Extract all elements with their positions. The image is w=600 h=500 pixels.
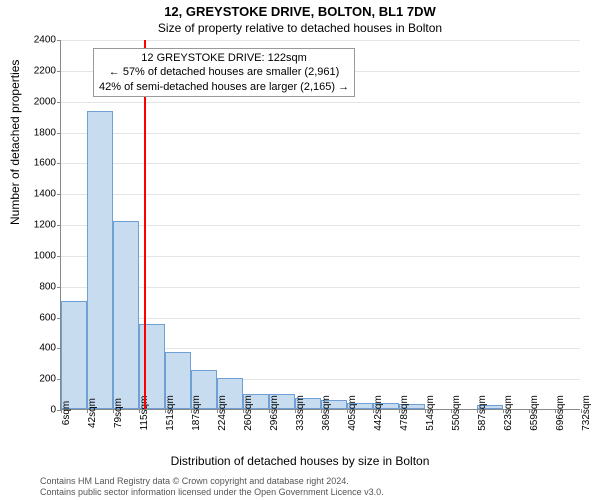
x-tick-label: 587sqm — [477, 395, 488, 431]
footer: Contains HM Land Registry data © Crown c… — [0, 476, 600, 499]
x-tick-label: 696sqm — [555, 395, 566, 431]
y-tick-label: 400 — [16, 343, 56, 354]
x-tick-label: 442sqm — [373, 395, 384, 431]
x-tick-label: 333sqm — [295, 395, 306, 431]
x-tick-label: 478sqm — [399, 395, 410, 431]
x-tick-label: 260sqm — [243, 395, 254, 431]
y-axis-label: Number of detached properties — [8, 60, 22, 225]
footer-line-2: Contains public sector information licen… — [0, 487, 600, 498]
x-tick-label: 79sqm — [113, 398, 124, 428]
x-tick-label: 42sqm — [87, 398, 98, 428]
annotation-line: ← 57% of detached houses are smaller (2,… — [99, 65, 349, 79]
x-tick-label: 550sqm — [451, 395, 462, 431]
histogram-bar — [87, 111, 113, 409]
annotation-line: 42% of semi-detached houses are larger (… — [99, 80, 349, 94]
x-tick-label: 405sqm — [347, 395, 358, 431]
x-tick-label: 6sqm — [61, 401, 72, 425]
x-tick-label: 732sqm — [581, 395, 592, 431]
y-tick-label: 800 — [16, 281, 56, 292]
x-tick-label: 659sqm — [529, 395, 540, 431]
y-tick-label: 1800 — [16, 127, 56, 138]
y-tick-label: 2000 — [16, 96, 56, 107]
x-tick-label: 187sqm — [191, 395, 202, 431]
y-tick-label: 1600 — [16, 158, 56, 169]
x-tick-label: 369sqm — [321, 395, 332, 431]
y-tick-label: 200 — [16, 374, 56, 385]
y-tick-label: 1000 — [16, 250, 56, 261]
x-axis-label: Distribution of detached houses by size … — [0, 454, 600, 468]
footer-line-1: Contains HM Land Registry data © Crown c… — [0, 476, 600, 487]
histogram-bar — [113, 221, 139, 409]
y-tick-label: 600 — [16, 312, 56, 323]
x-tick-label: 296sqm — [269, 395, 280, 431]
y-tick-label: 2400 — [16, 35, 56, 46]
histogram-bar — [61, 301, 87, 409]
annotation-line: 12 GREYSTOKE DRIVE: 122sqm — [99, 51, 349, 65]
y-tick-label: 2200 — [16, 65, 56, 76]
x-tick-label: 514sqm — [425, 395, 436, 431]
y-tick-label: 1400 — [16, 189, 56, 200]
histogram-chart: 0200400600800100012001400160018002000220… — [60, 40, 580, 410]
x-tick-label: 224sqm — [217, 395, 228, 431]
y-tick-label: 0 — [16, 405, 56, 416]
page-subtitle: Size of property relative to detached ho… — [0, 21, 600, 35]
x-tick-label: 151sqm — [165, 395, 176, 431]
x-tick-label: 623sqm — [503, 395, 514, 431]
y-tick-label: 1200 — [16, 220, 56, 231]
annotation-box: 12 GREYSTOKE DRIVE: 122sqm← 57% of detac… — [93, 48, 355, 97]
page-title: 12, GREYSTOKE DRIVE, BOLTON, BL1 7DW — [0, 4, 600, 19]
